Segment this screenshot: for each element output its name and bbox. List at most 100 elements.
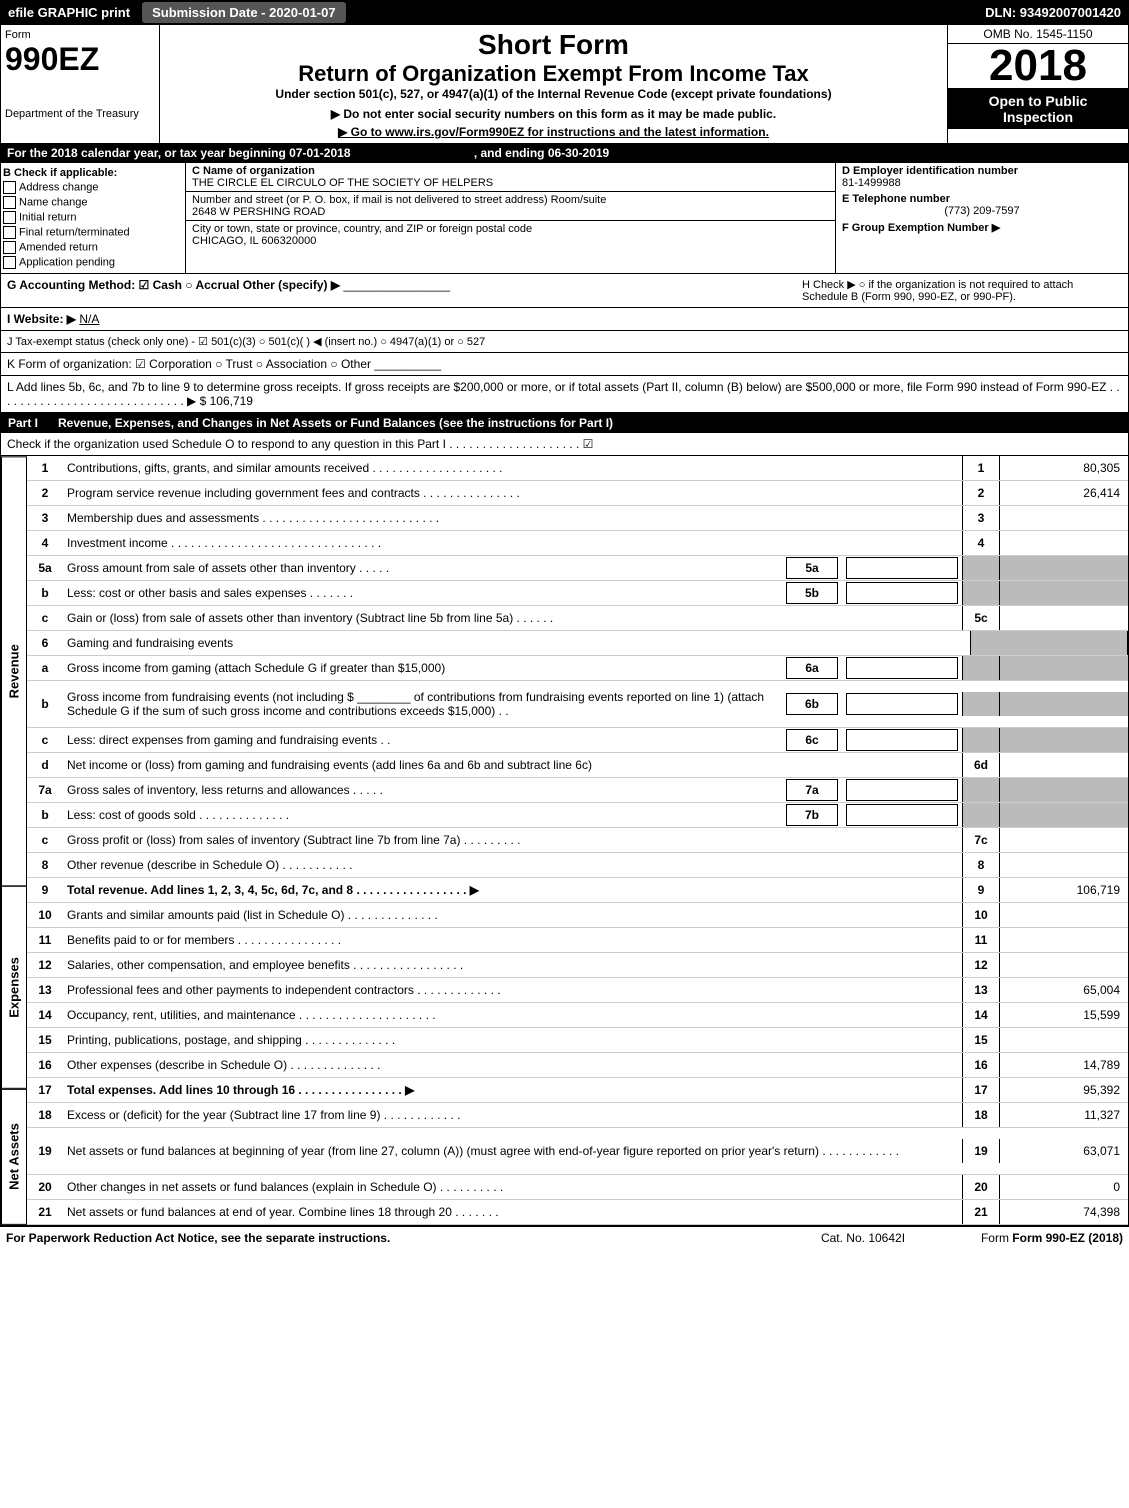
- line-value: 95,392: [1000, 1078, 1128, 1102]
- line-desc: Other revenue (describe in Schedule O) .…: [63, 858, 962, 872]
- line-box: 18: [962, 1103, 1000, 1127]
- line-value: [1000, 828, 1128, 852]
- grey-val: [1000, 692, 1128, 716]
- grey-val: [1000, 556, 1128, 580]
- line-5a: 5aGross amount from sale of assets other…: [27, 556, 1128, 581]
- line-7a: 7aGross sales of inventory, less returns…: [27, 778, 1128, 803]
- cb-final-return[interactable]: Final return/terminated: [3, 226, 183, 239]
- cat-no: Cat. No. 10642I: [763, 1231, 963, 1245]
- grey-val: [1000, 778, 1128, 802]
- line-number: a: [27, 661, 63, 675]
- line-15: 15Printing, publications, postage, and s…: [27, 1028, 1128, 1053]
- line-desc: Other expenses (describe in Schedule O) …: [63, 1058, 962, 1072]
- top-bar: efile GRAPHIC print Submission Date - 20…: [0, 0, 1129, 24]
- line-number: 8: [27, 858, 63, 872]
- row-l-gross-receipts: L Add lines 5b, 6c, and 7b to line 9 to …: [0, 376, 1129, 413]
- line-value: [1000, 928, 1128, 952]
- short-form-title: Short Form: [164, 29, 943, 61]
- line-number: 21: [27, 1205, 63, 1219]
- grey-val: [1000, 656, 1128, 680]
- line-number: 14: [27, 1008, 63, 1022]
- sub-value: [846, 729, 958, 751]
- line-box: 6d: [962, 753, 1000, 777]
- line-value: 63,071: [1000, 1139, 1128, 1163]
- line-8: 8Other revenue (describe in Schedule O) …: [27, 853, 1128, 878]
- line-desc: Gaming and fundraising events: [63, 636, 970, 650]
- paperwork-notice: For Paperwork Reduction Act Notice, see …: [6, 1231, 763, 1245]
- line-desc: Grants and similar amounts paid (list in…: [63, 908, 962, 922]
- submission-date-button[interactable]: Submission Date - 2020-01-07: [142, 2, 346, 23]
- sub-box: 6c: [786, 729, 838, 751]
- accounting-method: G Accounting Method: ☑ Cash ○ Accrual Ot…: [7, 278, 340, 292]
- line-desc: Printing, publications, postage, and shi…: [63, 1033, 962, 1047]
- line-a: aGross income from gaming (attach Schedu…: [27, 656, 1128, 681]
- line-number: 10: [27, 908, 63, 922]
- line-box: 9: [962, 878, 1000, 902]
- sub-box: 6a: [786, 657, 838, 679]
- sub-value: [846, 657, 958, 679]
- line-value: [1000, 531, 1128, 555]
- line-desc: Professional fees and other payments to …: [63, 983, 962, 997]
- line-desc: Net assets or fund balances at end of ye…: [63, 1205, 962, 1219]
- cb-name-change[interactable]: Name change: [3, 196, 183, 209]
- grey-box: [962, 656, 1000, 680]
- line-number: 16: [27, 1058, 63, 1072]
- grey-val: [1000, 728, 1128, 752]
- line-number: c: [27, 833, 63, 847]
- schedule-o-check: Check if the organization used Schedule …: [7, 437, 593, 451]
- line-box: 3: [962, 506, 1000, 530]
- part-i-label: Part I: [8, 416, 38, 430]
- grey-val: [1000, 581, 1128, 605]
- line-desc: Gross amount from sale of assets other t…: [63, 561, 782, 575]
- line-desc: Membership dues and assessments . . . . …: [63, 511, 962, 525]
- sub-value: [846, 557, 958, 579]
- goto-link[interactable]: ▶ Go to www.irs.gov/Form990EZ for instru…: [164, 125, 943, 139]
- part-i-header: Part I Revenue, Expenses, and Changes in…: [0, 413, 1129, 433]
- cb-address-change[interactable]: Address change: [3, 181, 183, 194]
- city-label: City or town, state or province, country…: [192, 223, 532, 235]
- return-title: Return of Organization Exempt From Incom…: [164, 61, 943, 87]
- line-box: 7c: [962, 828, 1000, 852]
- line-21: 21Net assets or fund balances at end of …: [27, 1200, 1128, 1225]
- line-11: 11Benefits paid to or for members . . . …: [27, 928, 1128, 953]
- line-19: 19Net assets or fund balances at beginni…: [27, 1128, 1128, 1175]
- line-desc: Less: cost or other basis and sales expe…: [63, 586, 782, 600]
- line-value: [1000, 606, 1128, 630]
- part-i-title: Revenue, Expenses, and Changes in Net As…: [58, 416, 613, 430]
- line-c: cGain or (loss) from sale of assets othe…: [27, 606, 1128, 631]
- line-value: 74,398: [1000, 1200, 1128, 1224]
- schedule-b-note: H Check ▶ ○ if the organization is not r…: [802, 278, 1122, 303]
- line-number: 3: [27, 511, 63, 525]
- line-value: 15,599: [1000, 1003, 1128, 1027]
- line-desc: Gain or (loss) from sale of assets other…: [63, 611, 962, 625]
- line-number: c: [27, 733, 63, 747]
- grey-box: [962, 581, 1000, 605]
- line-desc: Gross income from fundraising events (no…: [63, 690, 782, 718]
- line-number: 5a: [27, 561, 63, 575]
- line-value: 106,719: [1000, 878, 1128, 902]
- right-header: OMB No. 1545-1150 2018 Open to Public In…: [947, 25, 1128, 143]
- line-14: 14Occupancy, rent, utilities, and mainte…: [27, 1003, 1128, 1028]
- line-9: 9Total revenue. Add lines 1, 2, 3, 4, 5c…: [27, 878, 1128, 903]
- b-title: B Check if applicable:: [3, 167, 183, 179]
- grey-val: [1000, 803, 1128, 827]
- line-value: 0: [1000, 1175, 1128, 1199]
- grey-box: [962, 556, 1000, 580]
- addr-label: Number and street (or P. O. box, if mail…: [192, 194, 606, 206]
- form-number: 990EZ: [5, 41, 155, 78]
- sub-box: 6b: [786, 693, 838, 715]
- line-b: bGross income from fundraising events (n…: [27, 681, 1128, 728]
- sub-box: 7b: [786, 804, 838, 826]
- line-desc: Salaries, other compensation, and employ…: [63, 958, 962, 972]
- line-number: 7a: [27, 783, 63, 797]
- line-box: 13: [962, 978, 1000, 1002]
- cb-amended-return[interactable]: Amended return: [3, 241, 183, 254]
- line-c: cLess: direct expenses from gaming and f…: [27, 728, 1128, 753]
- row-a-tax-period: For the 2018 calendar year, or tax year …: [0, 144, 1129, 163]
- cb-application-pending[interactable]: Application pending: [3, 256, 183, 269]
- line-number: c: [27, 611, 63, 625]
- cb-initial-return[interactable]: Initial return: [3, 211, 183, 224]
- line-value: 80,305: [1000, 456, 1128, 480]
- line-value: [1000, 853, 1128, 877]
- line-desc: Benefits paid to or for members . . . . …: [63, 933, 962, 947]
